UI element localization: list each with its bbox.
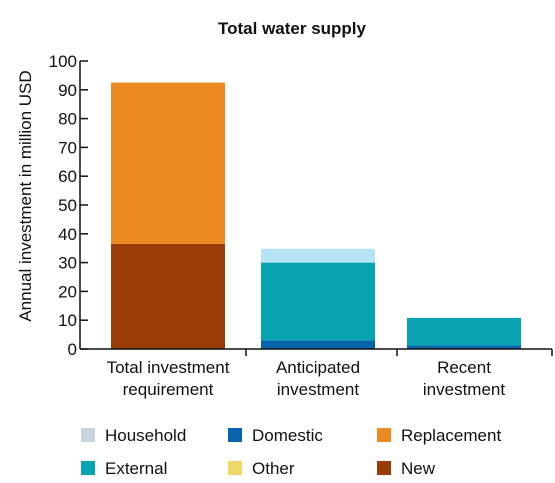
legend: Household Domestic Replacement External Othe… [81, 426, 501, 478]
bar-external-2 [407, 317, 521, 346]
bar-household-1 [261, 248, 375, 263]
y-tick-label: 20 [58, 282, 77, 301]
x-axis: Total investment requirement Anticipated in… [80, 348, 553, 399]
y-axis-label: Annual investment in million USD [16, 70, 35, 321]
bar-new-0 [111, 243, 225, 349]
legend-label-domestic: Domestic [252, 426, 323, 445]
legend-label-external: External [105, 459, 167, 478]
x-category-label: Anticipated [276, 358, 360, 377]
y-tick-label: 60 [58, 167, 77, 186]
y-tick-label: 100 [49, 52, 77, 71]
legend-label-new: New [401, 459, 436, 478]
y-tick-label: 80 [58, 110, 77, 129]
chart-title: Total water supply [218, 19, 367, 38]
legend-label-household: Household [105, 426, 186, 445]
bar-replacement-0 [111, 82, 225, 244]
bar-domestic-2 [407, 345, 521, 349]
legend-swatch-new [377, 461, 391, 475]
y-tick-label: 50 [58, 196, 77, 215]
x-category-label: Total investment [107, 358, 230, 377]
y-tick-label: 40 [58, 225, 77, 244]
x-category-label: Recent [437, 358, 491, 377]
bar-domestic-1 [261, 340, 375, 349]
x-category-label: requirement [123, 380, 214, 399]
y-axis: 0 10 20 30 40 50 60 70 80 90 100 [49, 52, 88, 359]
x-category-label: investment [277, 380, 359, 399]
legend-swatch-external [81, 461, 95, 475]
legend-swatch-replacement [377, 428, 391, 442]
legend-swatch-domestic [228, 428, 242, 442]
y-tick-label: 0 [68, 340, 77, 359]
x-category-label: investment [423, 380, 505, 399]
y-tick-label: 10 [58, 311, 77, 330]
legend-swatch-other [228, 461, 242, 475]
legend-label-other: Other [252, 459, 295, 478]
bars-group [111, 82, 521, 349]
y-tick-label: 30 [58, 254, 77, 273]
legend-swatch-household [81, 428, 95, 442]
bar-external-1 [261, 262, 375, 341]
y-tick-label: 70 [58, 138, 77, 157]
y-tick-label: 90 [58, 81, 77, 100]
legend-label-replacement: Replacement [401, 426, 501, 445]
